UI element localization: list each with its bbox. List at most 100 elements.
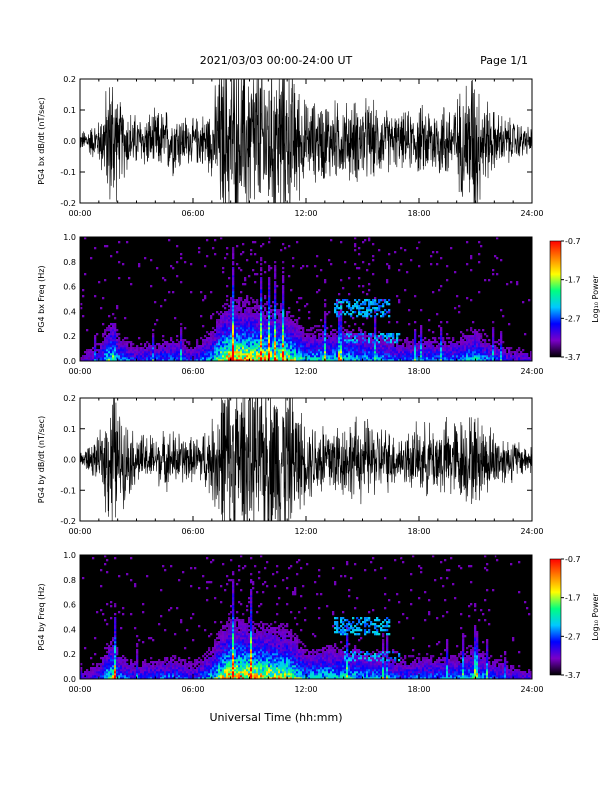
spectrogram-cell [162, 343, 165, 346]
spectrogram-cell [200, 671, 203, 674]
spectrogram-cell [92, 557, 95, 560]
spectrogram-cell [280, 353, 283, 356]
spectrogram-cell [280, 345, 283, 348]
spectrogram-cell [238, 339, 241, 342]
spectrogram-cell [332, 333, 335, 336]
spectrogram-cell [228, 317, 231, 320]
spectrogram-cell [288, 345, 291, 348]
spectrogram-cell [222, 639, 225, 642]
spectrogram-cell [266, 333, 269, 336]
spectrogram-cell [100, 609, 103, 612]
spectrogram-cell [116, 351, 119, 354]
spectrogram-cell [206, 359, 209, 362]
spectrogram-cell [360, 331, 363, 334]
spectrogram-cell [362, 349, 365, 352]
spectrogram-cell [422, 359, 425, 362]
spectrogram-cell [114, 353, 117, 356]
spectrogram-cell [200, 675, 203, 678]
spectrogram-cell [476, 337, 479, 340]
spectrogram-cell [236, 329, 239, 332]
spectrogram-cell [520, 353, 523, 356]
spectrogram-cell [186, 663, 189, 666]
spectrogram-cell [176, 261, 179, 264]
spectrogram-cell [232, 267, 235, 270]
spectrogram-cell [120, 669, 123, 672]
spectrogram-cell [474, 343, 477, 346]
spectrogram-cell [274, 271, 277, 274]
spectrogram-cell [114, 619, 117, 622]
spectrogram-cell [114, 659, 117, 662]
spectrogram-cell [286, 319, 289, 322]
spectrogram-cell [150, 657, 153, 660]
spectrogram-cell [124, 349, 127, 352]
spectrogram-cell [346, 359, 349, 362]
spectrogram-cell [260, 337, 263, 340]
spectrogram-cell [148, 671, 151, 674]
spectrogram-cell [290, 289, 293, 292]
spectrogram-cell [180, 669, 183, 672]
spectrogram-cell [106, 345, 109, 348]
spectrogram-cell [106, 669, 109, 672]
spectrogram-cell [434, 359, 437, 362]
spectrogram-cell [466, 355, 469, 358]
spectrogram-cell [424, 343, 427, 346]
spectrogram-cell [384, 313, 387, 316]
spectrogram-cell [112, 349, 115, 352]
spectrogram-cell [268, 339, 271, 342]
spectrogram-cell [492, 329, 495, 332]
spectrogram-cell [160, 353, 163, 356]
spectrogram-cell [166, 669, 169, 672]
spectrogram-cell [322, 331, 325, 334]
spectrogram-cell [488, 339, 491, 342]
spectrogram-cell [202, 665, 205, 668]
spectrogram-cell [278, 327, 281, 330]
spectrogram-cell [184, 661, 187, 664]
spectrogram-cell [198, 247, 201, 250]
spectrogram-cell [416, 353, 419, 356]
spectrogram-cell [358, 329, 361, 332]
spectrogram-cell [154, 353, 157, 356]
spectrogram-cell [174, 661, 177, 664]
spectrogram-cell [204, 351, 207, 354]
spectrogram-cell [224, 627, 227, 630]
spectrogram-cell [212, 247, 215, 250]
spectrogram-cell [484, 351, 487, 354]
spectrogram-cell [510, 359, 513, 362]
spectrogram-cell [346, 357, 349, 360]
spectrogram-cell [214, 657, 217, 660]
spectrogram-cell [172, 267, 175, 270]
spectrogram-cell [288, 331, 291, 334]
spectrogram-cell [276, 355, 279, 358]
spectrogram-cell [332, 343, 335, 346]
spectrogram-cell [196, 669, 199, 672]
spectrogram-cell [108, 337, 111, 340]
spectrogram-cell [264, 271, 267, 274]
spectrogram-cell [268, 353, 271, 356]
spectrogram-cell [252, 355, 255, 358]
spectrogram-cell [112, 639, 115, 642]
spectrogram-cell [182, 571, 185, 574]
spectrogram-cell [390, 345, 393, 348]
spectrogram-cell [274, 341, 277, 344]
spectrogram-cell [132, 357, 135, 360]
spectrogram-cell [374, 297, 377, 300]
spectrogram-cell [222, 677, 225, 680]
spectrogram-cell [222, 271, 225, 274]
spectrogram-cell [480, 357, 483, 360]
spectrogram-cell [274, 331, 277, 334]
spectrogram-cell [326, 327, 329, 330]
spectrogram-cell [104, 647, 107, 650]
spectrogram-cell [150, 675, 153, 678]
spectrogram-cell [102, 297, 105, 300]
spectrogram-cell [124, 337, 127, 340]
spectrogram-cell [414, 347, 417, 350]
spectrogram-cell [94, 667, 97, 670]
spectrogram-cell [92, 357, 95, 360]
spectrogram-cell [260, 353, 263, 356]
spectrogram-cell [226, 349, 229, 352]
spectrogram-cell [230, 339, 233, 342]
spectrogram-cell [378, 343, 381, 346]
spectrogram-cell [310, 353, 313, 356]
spectrogram-cell [166, 351, 169, 354]
spectrogram-cell [116, 669, 119, 672]
